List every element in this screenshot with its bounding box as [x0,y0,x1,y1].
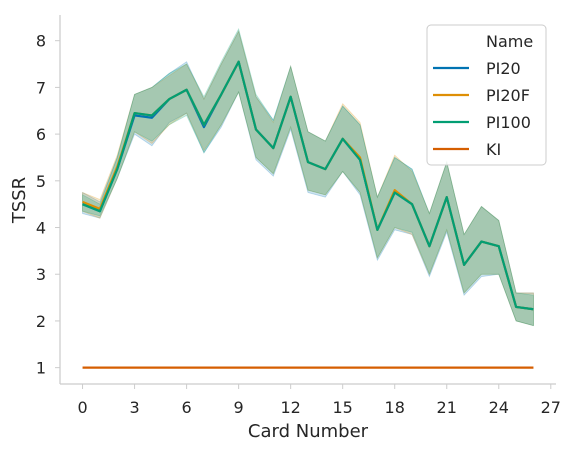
y-axis-label: TSSR [9,177,30,224]
y-tick-label: 8 [36,32,46,51]
x-tick-label: 6 [182,398,192,417]
y-tick-label: 5 [36,172,46,191]
series-line-pi100 [82,60,534,311]
y-tick-labels: 1 2 3 4 5 6 7 8 [36,32,60,378]
x-tick-label: 3 [129,398,139,417]
legend-label-pi20f: PI20F [486,86,530,105]
legend-label-pi20: PI20 [486,59,521,78]
ci-band-pi100 [82,27,534,327]
y-tick-label: 2 [36,312,46,331]
x-tick-label: 18 [385,398,405,417]
y-tick-label: 6 [36,125,46,144]
legend-title: Name [486,32,533,51]
legend: Name PI20 PI20F PI100 KI [426,24,547,166]
x-tick-label: 9 [234,398,244,417]
y-tick-label: 3 [36,265,46,284]
series-lines [82,60,534,369]
legend-label-ki: KI [486,140,501,159]
x-tick-label: 0 [77,398,87,417]
y-tick-label: 4 [36,219,46,238]
legend-label-pi100: PI100 [486,113,531,132]
x-tick-label: 27 [541,398,561,417]
x-tick-label: 21 [437,398,457,417]
x-axis-label: Card Number [248,421,369,442]
x-tick-label: 15 [333,398,353,417]
axes [59,15,556,385]
legend-frame [426,24,547,166]
x-tick-label: 12 [280,398,300,417]
x-tick-label: 24 [489,398,509,417]
legend-entries: PI20 PI20F PI100 KI [433,59,531,159]
y-tick-label: 7 [36,78,46,97]
x-tick-labels: 0 3 6 9 12 15 18 21 24 27 [77,384,561,417]
y-tick-label: 1 [36,359,46,378]
